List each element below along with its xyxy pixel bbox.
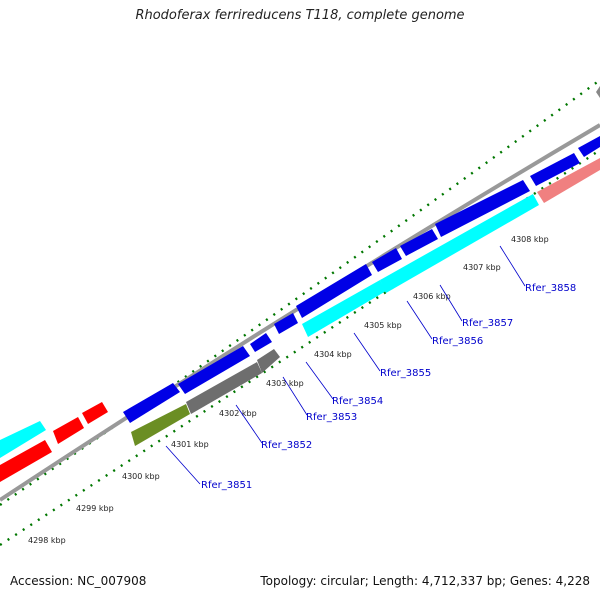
gene-feature[interactable]	[178, 346, 250, 394]
gene-label[interactable]: Rfer_3853	[306, 412, 357, 423]
gene-feature[interactable]	[302, 280, 386, 337]
gene-label[interactable]: Rfer_3857	[462, 318, 513, 329]
gene-feature[interactable]	[530, 153, 580, 186]
map-title: Rhodoferax ferrireducens T118, complete …	[135, 8, 465, 23]
genome-summary: Topology: circular; Length: 4,712,337 bp…	[260, 574, 590, 588]
gene-feature[interactable]	[0, 440, 52, 482]
label-leaders	[165, 245, 526, 485]
kbp-label: 4306 kbp	[413, 292, 451, 301]
kbp-label: 4301 kbp	[171, 440, 209, 449]
gene-labels: Rfer_3851 Rfer_3852 Rfer_3853 Rfer_3854 …	[201, 283, 576, 491]
gene-label[interactable]: Rfer_3852	[261, 440, 312, 451]
gene-label[interactable]: Rfer_3855	[380, 368, 431, 379]
gene-feature[interactable]	[186, 362, 262, 414]
gene-feature[interactable]	[537, 158, 600, 203]
gene-feature[interactable]	[435, 180, 530, 237]
gene-feature[interactable]	[131, 404, 190, 446]
accession-text: Accession: NC_007908	[10, 574, 147, 588]
gene-feature[interactable]	[372, 248, 402, 272]
gene-feature[interactable]	[82, 402, 108, 424]
red-genes	[0, 402, 108, 482]
kbp-label: 4302 kbp	[219, 409, 257, 418]
kbp-label: 4305 kbp	[364, 321, 402, 330]
gene-feature[interactable]	[0, 421, 46, 458]
kbp-label: 4307 kbp	[463, 263, 501, 272]
kbp-label: 4304 kbp	[314, 350, 352, 359]
gene-feature[interactable]	[53, 417, 84, 444]
kbp-label: 4300 kbp	[122, 472, 160, 481]
kbp-label: 4303 kbp	[266, 379, 304, 388]
gene-label[interactable]: Rfer_3854	[332, 396, 383, 407]
gene-label[interactable]: Rfer_3858	[525, 283, 576, 294]
gene-feature[interactable]	[578, 136, 600, 157]
kbp-label: 4298 kbp	[28, 536, 66, 545]
gene-feature[interactable]	[257, 349, 280, 373]
gene-feature[interactable]	[250, 333, 272, 352]
kbp-label: 4308 kbp	[511, 235, 549, 244]
forward-strand	[123, 136, 600, 423]
gene-feature[interactable]	[274, 313, 298, 334]
kbp-labels: 4298 kbp 4299 kbp 4300 kbp 4301 kbp 4302…	[28, 235, 549, 545]
gene-feature[interactable]	[296, 264, 372, 318]
reverse-strand	[131, 158, 600, 446]
gene-label[interactable]: Rfer_3856	[432, 336, 483, 347]
kbp-label: 4299 kbp	[76, 504, 114, 513]
gene-feature[interactable]	[400, 229, 438, 256]
gene-feature[interactable]	[123, 383, 180, 423]
gene-label[interactable]: Rfer_3851	[201, 480, 252, 491]
gene-feature[interactable]	[380, 194, 539, 293]
backbone-ring	[0, 86, 600, 502]
